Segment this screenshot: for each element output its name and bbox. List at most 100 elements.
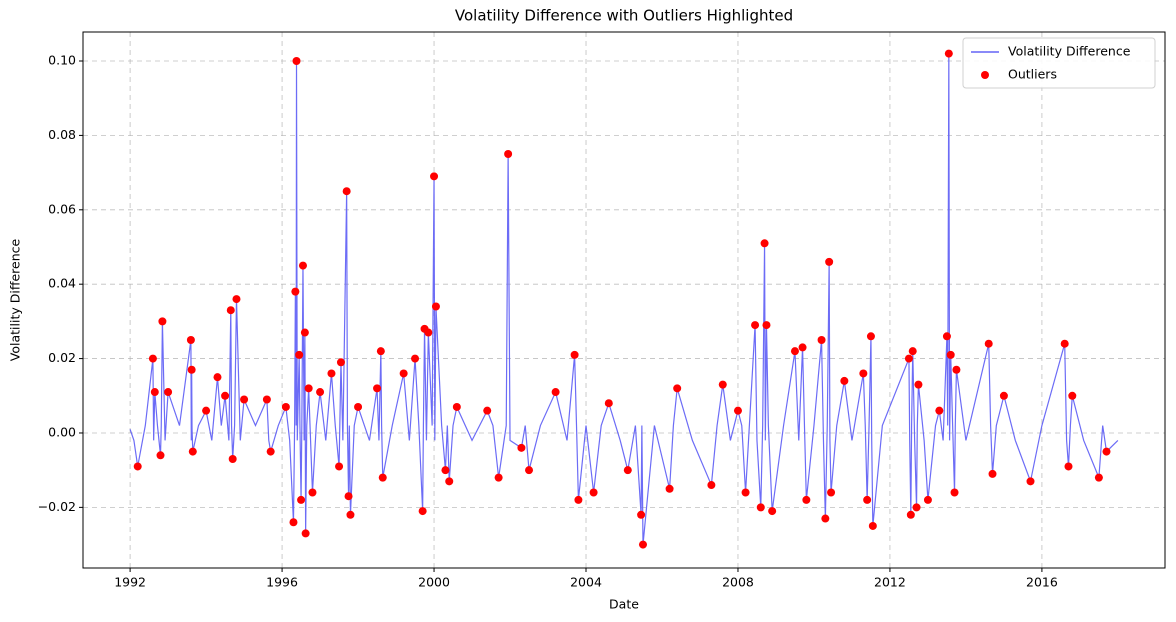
outlier-point xyxy=(665,484,674,493)
outlier-point xyxy=(346,510,355,519)
plot-frame xyxy=(82,31,1166,569)
outlier-point xyxy=(292,57,301,66)
outlier-point xyxy=(376,347,385,356)
legend-box xyxy=(962,37,1156,89)
outlier-point xyxy=(733,406,742,415)
outlier-point xyxy=(574,495,583,504)
outlier-point xyxy=(914,380,923,389)
outlier-point xyxy=(316,388,325,397)
outlier-point xyxy=(301,529,310,538)
outlier-point xyxy=(718,380,727,389)
outlier-point xyxy=(638,540,647,549)
outlier-point xyxy=(906,510,915,519)
x-tick-label: 1996 xyxy=(266,575,298,590)
outlier-point xyxy=(1064,462,1073,471)
y-axis-label: Volatility Difference xyxy=(8,238,23,361)
outlier-point xyxy=(335,462,344,471)
outlier-point xyxy=(158,317,167,326)
outlier-point xyxy=(300,328,309,337)
outlier-point xyxy=(1094,473,1103,482)
outlier-point xyxy=(589,488,598,497)
outlier-point xyxy=(999,391,1008,400)
outlier-point xyxy=(336,358,345,367)
outlier-point xyxy=(202,406,211,415)
outlier-point xyxy=(494,473,503,482)
outlier-point xyxy=(441,466,450,475)
outlier-point xyxy=(213,373,222,382)
outlier-point xyxy=(827,488,836,497)
plot-area xyxy=(129,49,1119,549)
outlier-point xyxy=(156,451,165,460)
outlier-point xyxy=(373,384,382,393)
outlier-point xyxy=(908,347,917,356)
outlier-point xyxy=(342,187,351,196)
outlier-point xyxy=(868,521,877,530)
outlier-point xyxy=(327,369,336,378)
outlier-point xyxy=(424,328,433,337)
outlier-point xyxy=(817,335,826,344)
outlier-point xyxy=(164,388,173,397)
outlier-point xyxy=(304,384,313,393)
outlier-point xyxy=(297,495,306,504)
outlier-point xyxy=(1060,339,1069,348)
outlier-point xyxy=(935,406,944,415)
outlier-point xyxy=(798,343,807,352)
outlier-point xyxy=(150,388,159,397)
outlier-point xyxy=(430,172,439,181)
outlier-point xyxy=(1102,447,1111,456)
outlier-point xyxy=(399,369,408,378)
outlier-point xyxy=(802,495,811,504)
outlier-point xyxy=(308,488,317,497)
x-tick-label: 2008 xyxy=(722,575,754,590)
outlier-point xyxy=(411,354,420,363)
axes: 1992 1996 2000 2004 2008 2012 2016 −0.02 0.00 0.0… xyxy=(38,53,1058,590)
legend-swatch xyxy=(981,71,989,79)
legend: Volatility Difference Outliers xyxy=(962,37,1156,89)
outlier-point xyxy=(942,332,951,341)
outlier-point xyxy=(551,388,560,397)
x-axis-label: Date xyxy=(609,597,639,612)
outlier-point xyxy=(912,503,921,512)
outlier-point xyxy=(187,365,196,374)
outlier-point xyxy=(863,495,872,504)
outlier-point xyxy=(751,321,760,330)
outlier-point xyxy=(604,399,613,408)
outlier-point xyxy=(570,350,579,359)
outlier-point xyxy=(228,455,237,464)
y-tick-label: 0.10 xyxy=(48,53,76,68)
outlier-point xyxy=(431,302,440,311)
outlier-point xyxy=(295,350,304,359)
chart-title: Volatility Difference with Outliers High… xyxy=(455,7,793,25)
x-tick-label: 1992 xyxy=(114,575,146,590)
outlier-point xyxy=(483,406,492,415)
y-tick-label: 0.04 xyxy=(48,276,76,291)
outlier-point xyxy=(354,402,363,411)
outlier-point xyxy=(240,395,249,404)
outlier-point xyxy=(418,507,427,516)
outlier-point xyxy=(344,492,353,501)
outlier-point xyxy=(623,466,632,475)
outlier-point xyxy=(148,354,157,363)
outlier-point xyxy=(768,507,777,516)
outlier-point xyxy=(1068,391,1077,400)
outlier-point xyxy=(504,150,513,159)
outlier-point xyxy=(1026,477,1035,486)
outlier-point xyxy=(984,339,993,348)
outlier-point xyxy=(988,469,997,478)
outlier-point xyxy=(950,488,959,497)
outlier-point xyxy=(741,488,750,497)
outlier-point xyxy=(133,462,142,471)
outlier-point xyxy=(289,518,298,527)
outlier-point xyxy=(760,239,769,248)
outlier-point xyxy=(232,295,241,304)
outlier-point xyxy=(866,332,875,341)
x-tick-label: 2000 xyxy=(418,575,450,590)
outlier-point xyxy=(707,481,716,490)
y-tick-label: −0.02 xyxy=(38,499,76,514)
outlier-point xyxy=(673,384,682,393)
y-tick-label: 0.02 xyxy=(48,350,76,365)
outlier-point xyxy=(859,369,868,378)
outlier-point xyxy=(525,466,534,475)
